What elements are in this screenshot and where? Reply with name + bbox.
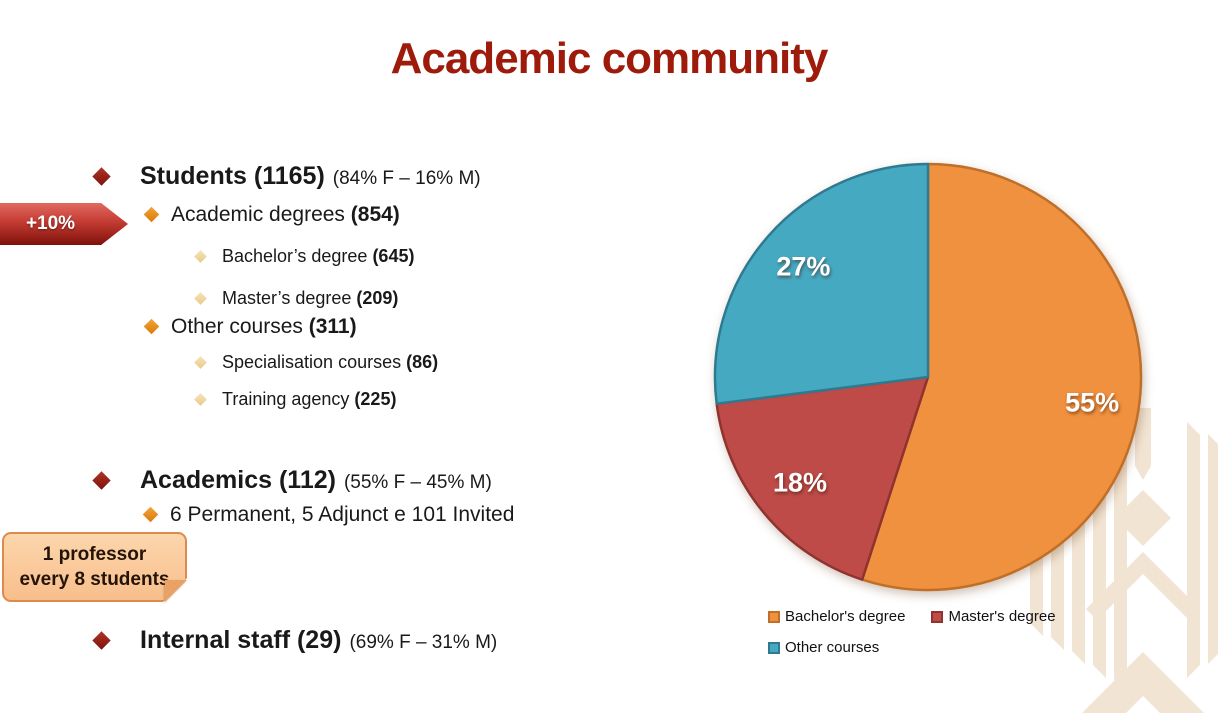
legend-item: Bachelor's degree — [768, 608, 905, 625]
diamond-bullet-icon — [194, 292, 207, 305]
outline-item-label: Specialisation courses — [222, 352, 407, 372]
outline-item-academics-detail: 6 Permanent, 5 Adjunct e 101 Invited — [142, 502, 515, 527]
count-text: (225) — [354, 389, 397, 409]
outline-item-specialisation: Specialisation courses (86) — [194, 351, 439, 373]
diamond-bullet-icon — [194, 250, 207, 263]
outline-item-masters: Master’s degree (209) — [194, 287, 399, 309]
diamond-bullet-icon — [194, 356, 207, 369]
count-text: (86) — [406, 352, 439, 372]
chart-legend: Bachelor's degree Master's degree Other co… — [768, 608, 1113, 656]
gender-split-text: (84% F – 16% M) — [332, 168, 481, 189]
outline-item-label: Students (1165) — [140, 162, 325, 190]
pie-chart: 55% 18% 27% — [708, 157, 1148, 597]
legend-item: Other courses — [768, 639, 879, 656]
count-text: (311) — [308, 315, 357, 338]
pie-slice-0 — [860, 162, 1143, 592]
pie-slice-1 — [715, 375, 930, 581]
ratio-note-line2: every 8 students — [19, 569, 170, 590]
outline-item-internal-staff: Internal staff (29) (69% F – 31% M) — [92, 626, 498, 657]
diamond-bullet-icon — [142, 506, 159, 523]
outline-item-label: Bachelor’s degree — [222, 246, 373, 266]
count-text: (645) — [372, 246, 415, 266]
diamond-bullet-icon — [92, 471, 111, 490]
outline-item-label: Academics (112) — [140, 466, 336, 494]
outline-item-label: Other courses — [171, 315, 309, 338]
legend-swatch-icon — [768, 610, 780, 623]
outline-item-training: Training agency (225) — [194, 388, 397, 410]
diamond-bullet-icon — [143, 318, 160, 335]
gender-split-text: (69% F – 31% M) — [349, 632, 498, 653]
outline-item-academics: Academics (112) (55% F – 45% M) — [92, 466, 492, 497]
legend-label: Bachelor's degree — [785, 608, 906, 625]
pie-data-label: 18% — [772, 467, 828, 498]
legend-item: Master's degree — [931, 608, 1056, 625]
note-folded-corner-icon — [165, 580, 187, 602]
ratio-note-callout: 1 professor every 8 students — [2, 532, 187, 602]
outline-item-bachelors: Bachelor’s degree (645) — [194, 245, 415, 267]
diamond-bullet-icon — [92, 631, 111, 650]
outline-item-students: Students (1165) (84% F – 16% M) — [92, 162, 481, 193]
pie-slice-2 — [713, 162, 930, 405]
outline-item-label: Master’s degree — [222, 288, 357, 308]
diamond-bullet-icon — [143, 206, 160, 223]
ratio-note-line1: 1 professor — [42, 544, 147, 565]
diamond-bullet-icon — [194, 393, 207, 406]
legend-label: Master's degree — [948, 608, 1056, 625]
outline-item-academic-degrees: Academic degrees (854) — [143, 202, 400, 227]
outline-item-other-courses: Other courses (311) — [143, 314, 357, 339]
diamond-bullet-icon — [92, 167, 111, 186]
legend-swatch-icon — [931, 610, 944, 623]
outline-item-label: Academic degrees — [171, 203, 351, 226]
pie-data-label: 27% — [776, 251, 831, 282]
count-text: (209) — [356, 288, 399, 308]
outline-item-label: Training agency — [222, 389, 355, 409]
outline-item-label: 6 Permanent, 5 Adjunct e 101 Invited — [170, 503, 515, 526]
page-title: Academic community — [390, 34, 829, 83]
gender-split-text: (55% F – 45% M) — [343, 472, 492, 493]
growth-arrow-badge: +10% — [0, 203, 128, 245]
count-text: (854) — [350, 203, 400, 226]
growth-badge-label: +10% — [25, 213, 76, 234]
outline-item-label: Internal staff (29) — [140, 626, 342, 654]
pie-data-label: 55% — [1065, 387, 1120, 418]
legend-swatch-icon — [768, 641, 780, 654]
legend-label: Other courses — [785, 639, 880, 656]
